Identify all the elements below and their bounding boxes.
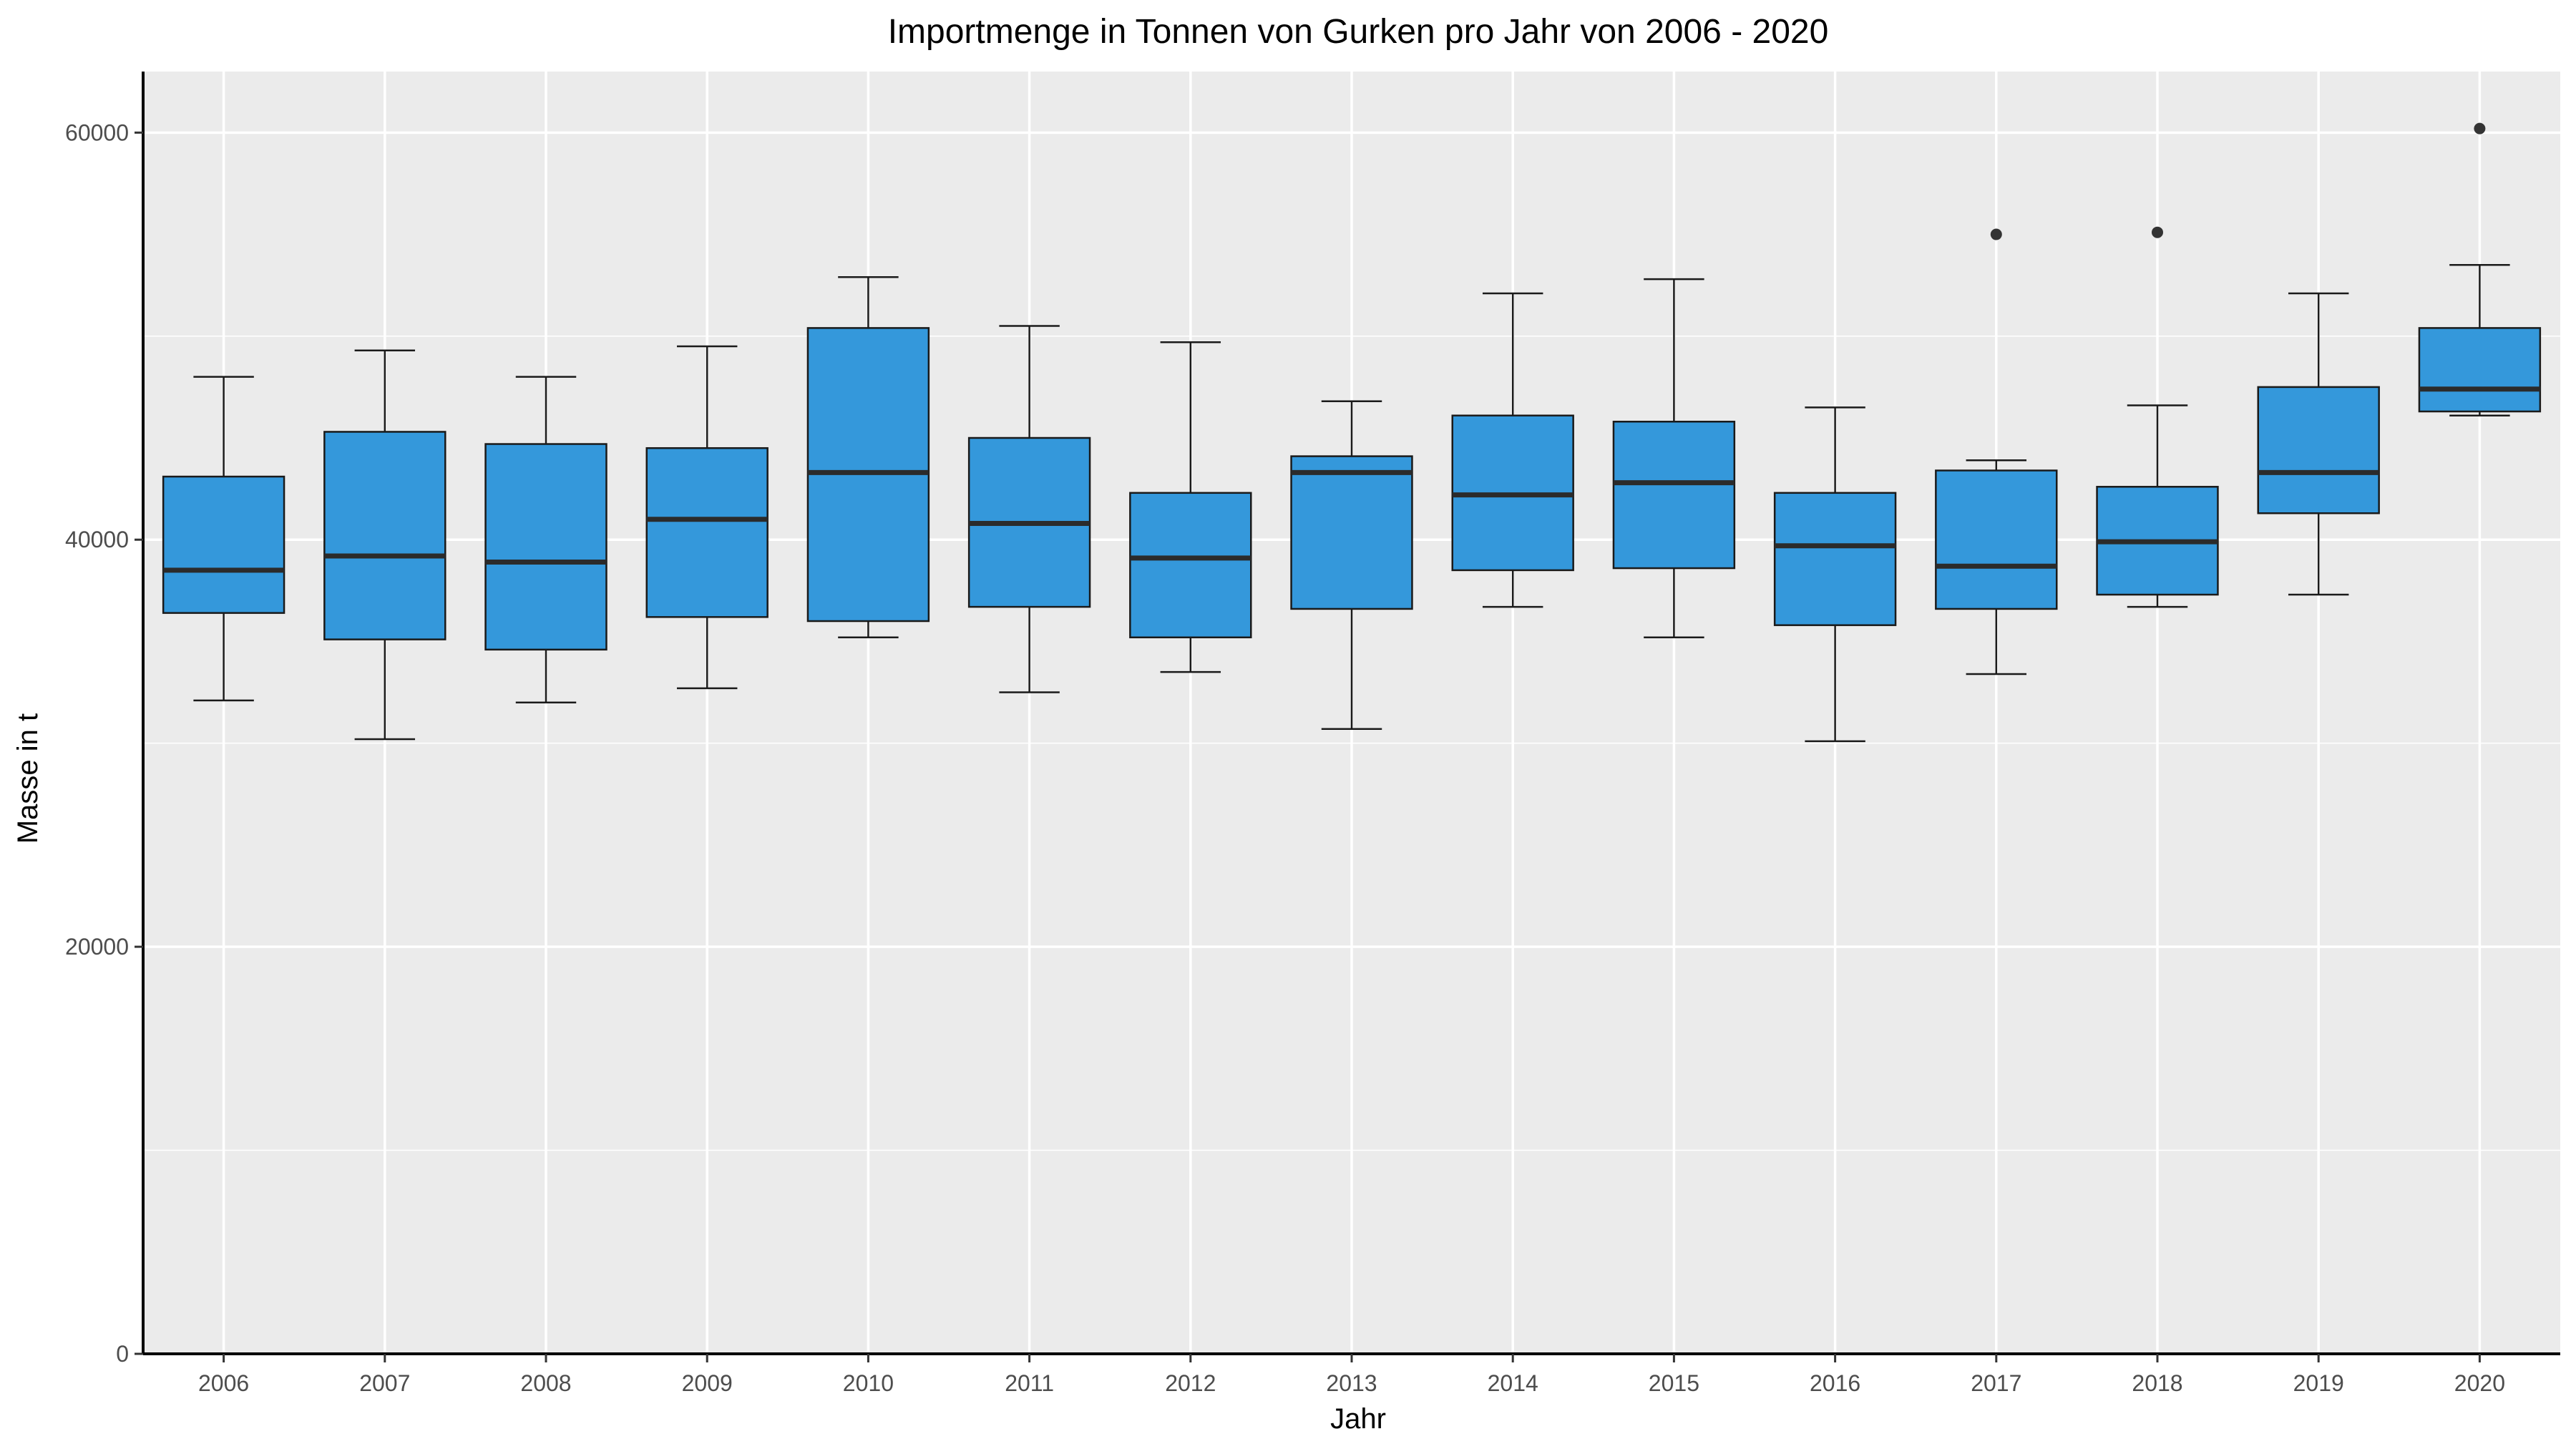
box-iqr (1612, 420, 1736, 570)
x-tick-label: 2008 (520, 1370, 571, 1396)
outlier-point (2152, 226, 2163, 238)
box-2017 (1935, 228, 2058, 675)
box-2019 (2257, 292, 2380, 596)
x-tick-label: 2010 (843, 1370, 894, 1396)
box-2016 (1773, 406, 1897, 743)
x-axis-ticks: 2006 2007 2008 2009 2010 2011 2012 2013 2014 2015… (198, 1354, 2505, 1396)
x-tick-label: 2017 (1971, 1370, 2021, 1396)
box-iqr (2257, 386, 2380, 514)
x-tick-label: 2009 (682, 1370, 733, 1396)
y-tick-label: 60000 (65, 119, 129, 145)
y-axis-title: Masse in t (12, 713, 44, 844)
box-2015 (1612, 278, 1736, 639)
chart-title: Importmenge in Tonnen von Gurken pro Jah… (888, 13, 1829, 51)
x-tick-label: 2011 (1005, 1370, 1054, 1396)
box-2013 (1290, 400, 1413, 731)
x-tick-label: 2007 (359, 1370, 410, 1396)
y-tick-label: 40000 (65, 527, 129, 552)
box-iqr (162, 475, 286, 614)
box-2010 (806, 276, 930, 639)
box-2012 (1129, 341, 1252, 673)
box-iqr (1773, 492, 1897, 626)
box-2007 (323, 349, 447, 741)
x-tick-label: 2012 (1165, 1370, 1216, 1396)
box-2009 (645, 345, 769, 690)
box-iqr (1290, 455, 1413, 610)
x-tick-label: 2019 (2293, 1370, 2344, 1396)
outlier-point (2474, 122, 2486, 135)
x-tick-label: 2015 (1649, 1370, 1699, 1396)
box-iqr (2418, 327, 2542, 413)
box-2008 (484, 376, 608, 704)
x-tick-label: 2020 (2454, 1370, 2505, 1396)
box-iqr (323, 431, 447, 640)
box-2018 (2096, 226, 2219, 608)
box-iqr (1129, 492, 1252, 639)
box-2014 (1451, 292, 1574, 608)
box-2006 (162, 376, 286, 702)
box-iqr (645, 447, 769, 618)
box-2011 (967, 325, 1091, 693)
x-axis-title: Jahr (1330, 1403, 1386, 1435)
box-series (162, 122, 2542, 743)
y-tick-label: 20000 (65, 934, 129, 960)
x-tick-label: 2014 (1488, 1370, 1538, 1396)
outlier-point (1990, 228, 2002, 240)
x-tick-label: 2018 (2132, 1370, 2182, 1396)
box-iqr (1935, 469, 2058, 610)
x-tick-label: 2016 (1810, 1370, 1860, 1396)
box-2020 (2418, 122, 2542, 416)
x-tick-label: 2013 (1326, 1370, 1377, 1396)
y-axis-ticks: 0 20000 40000 60000 (65, 119, 143, 1367)
box-iqr (484, 443, 608, 651)
x-tick-label: 2006 (198, 1370, 249, 1396)
y-tick-label: 0 (116, 1341, 129, 1367)
